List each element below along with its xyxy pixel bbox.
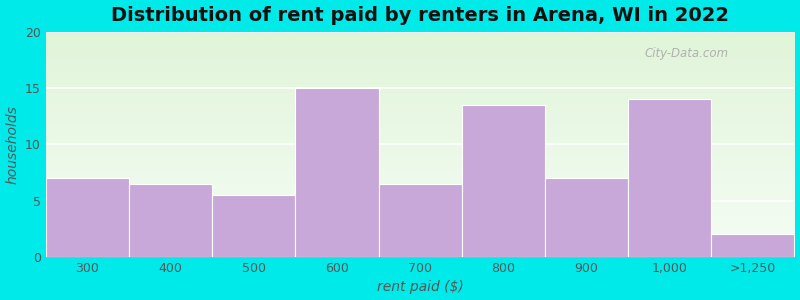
- Text: City-Data.com: City-Data.com: [645, 47, 729, 60]
- Bar: [628, 99, 711, 257]
- Y-axis label: households: households: [6, 105, 19, 184]
- Bar: [295, 88, 378, 257]
- Bar: [46, 178, 129, 257]
- Title: Distribution of rent paid by renters in Arena, WI in 2022: Distribution of rent paid by renters in …: [111, 6, 729, 25]
- Bar: [129, 184, 212, 257]
- X-axis label: rent paid ($): rent paid ($): [377, 280, 463, 294]
- Bar: [545, 178, 628, 257]
- Bar: [711, 235, 794, 257]
- Bar: [212, 195, 295, 257]
- Bar: [378, 184, 462, 257]
- Bar: [462, 105, 545, 257]
